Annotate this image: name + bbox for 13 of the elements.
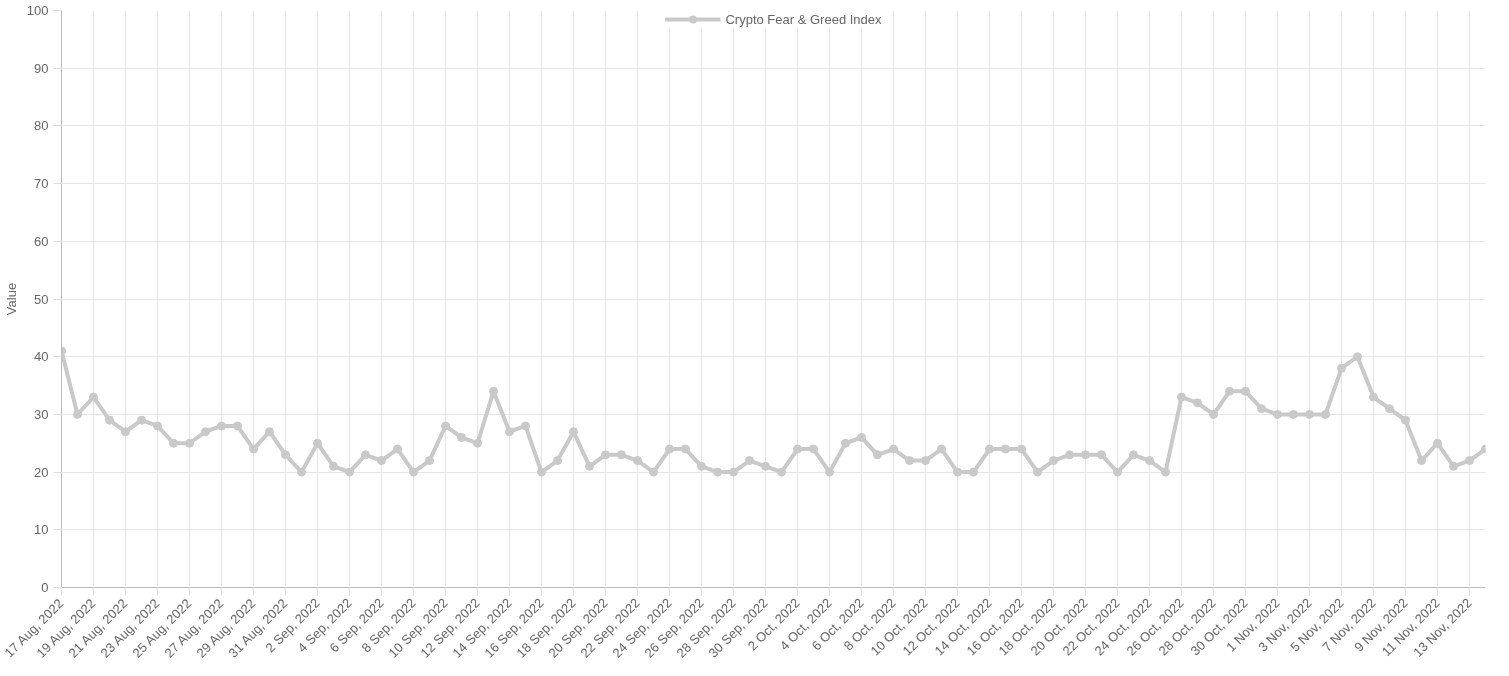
- y-tick-label: 10: [34, 522, 49, 538]
- y-tick-label: 90: [34, 60, 49, 76]
- y-tick-label: 100: [26, 3, 49, 18]
- y-tick-label: 0: [41, 580, 49, 595]
- y-tick-label: 70: [34, 176, 49, 192]
- y-tick-label: 40: [34, 349, 49, 365]
- y-tick-label: 60: [34, 233, 49, 249]
- y-tick-label: 50: [34, 291, 49, 307]
- y-axis-title: Value: [3, 282, 19, 316]
- y-tick-label: 20: [34, 464, 49, 480]
- legend-label: Crypto Fear & Greed Index: [725, 11, 882, 27]
- y-tick-label: 30: [34, 406, 49, 422]
- y-tick-label: 80: [34, 118, 49, 134]
